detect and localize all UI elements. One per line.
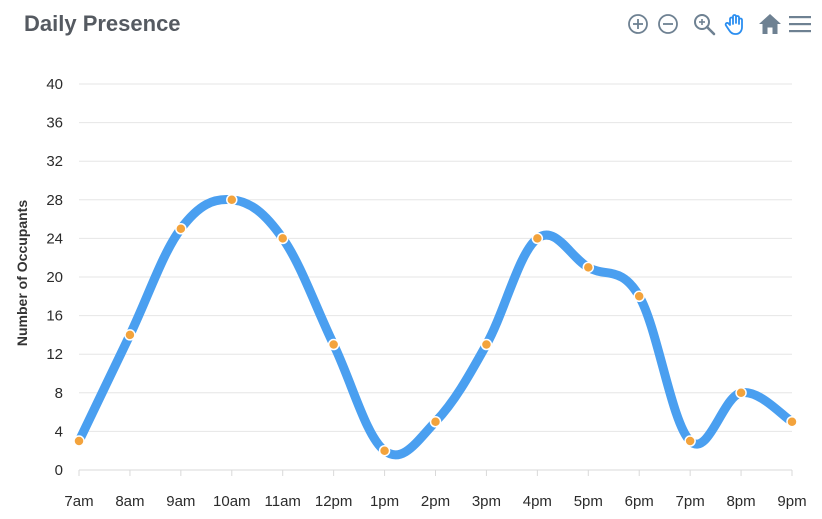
y-tick-label: 4 bbox=[55, 423, 63, 440]
x-tick-label: 5pm bbox=[574, 493, 603, 510]
data-point-9am[interactable] bbox=[175, 223, 187, 235]
data-point-2pm[interactable] bbox=[429, 416, 442, 428]
x-tick-label: 1pm bbox=[370, 493, 399, 510]
grid-lines bbox=[79, 83, 792, 471]
x-tick-label: 9pm bbox=[777, 493, 806, 510]
y-tick-label: 28 bbox=[46, 192, 63, 209]
data-point-12pm[interactable] bbox=[327, 338, 340, 351]
x-tick-label: 8am bbox=[115, 493, 144, 510]
y-tick-label: 32 bbox=[46, 153, 63, 170]
zoom-out-icon[interactable] bbox=[654, 10, 682, 38]
data-point-7pm[interactable] bbox=[684, 435, 696, 447]
x-tick-label: 4pm bbox=[523, 493, 552, 510]
x-tick-label: 2pm bbox=[421, 493, 450, 510]
y-tick-label: 0 bbox=[55, 462, 63, 479]
x-tick-label: 10am bbox=[213, 493, 251, 510]
y-axis-title: Number of Occupants bbox=[14, 200, 30, 346]
y-tick-label: 12 bbox=[46, 346, 63, 363]
data-point-4pm[interactable] bbox=[531, 232, 544, 245]
chart-title: Daily Presence bbox=[24, 11, 181, 36]
menu-icon[interactable] bbox=[786, 10, 814, 38]
y-tick-label: 36 bbox=[46, 115, 63, 132]
y-tick-label: 20 bbox=[46, 269, 63, 286]
data-point-11am[interactable] bbox=[276, 232, 289, 245]
x-tick-label: 9am bbox=[166, 493, 195, 510]
data-markers bbox=[73, 194, 798, 457]
y-axis-ticks: 0 4 8 12 16 20 24 28 32 36 40 bbox=[46, 76, 63, 479]
y-tick-label: 40 bbox=[46, 76, 63, 93]
x-tick-label: 6pm bbox=[625, 493, 654, 510]
data-point-6pm[interactable] bbox=[633, 290, 645, 303]
x-tick-label: 12pm bbox=[315, 493, 353, 510]
data-point-8am[interactable] bbox=[124, 329, 136, 341]
data-point-10am[interactable] bbox=[226, 194, 238, 206]
zoom-in-icon[interactable] bbox=[624, 10, 652, 38]
data-point-7am[interactable] bbox=[73, 435, 85, 447]
y-tick-label: 8 bbox=[55, 385, 63, 402]
x-tick-label: 8pm bbox=[726, 493, 755, 510]
x-tick-label: 7am bbox=[64, 493, 93, 510]
data-point-5pm[interactable] bbox=[582, 261, 595, 274]
zoom-selection-icon[interactable] bbox=[690, 10, 718, 38]
data-point-8pm[interactable] bbox=[735, 387, 747, 399]
x-tick-label: 7pm bbox=[676, 493, 705, 510]
data-point-3pm[interactable] bbox=[480, 338, 493, 351]
x-tick-label: 3pm bbox=[472, 493, 501, 510]
pan-hand-icon[interactable] bbox=[722, 10, 750, 38]
chart-toolbar bbox=[624, 10, 816, 40]
home-reset-icon[interactable] bbox=[756, 10, 784, 38]
x-tick-label: 11am bbox=[265, 493, 301, 510]
data-point-1pm[interactable] bbox=[378, 444, 391, 457]
y-tick-label: 24 bbox=[46, 230, 63, 247]
y-tick-label: 16 bbox=[46, 308, 63, 325]
x-axis-ticks: 7am 8am 9am 10am 11am 12pm 1pm 2pm 3pm 4pm 5pm 6pm 7… bbox=[64, 470, 807, 510]
data-point-9pm[interactable] bbox=[786, 416, 798, 428]
